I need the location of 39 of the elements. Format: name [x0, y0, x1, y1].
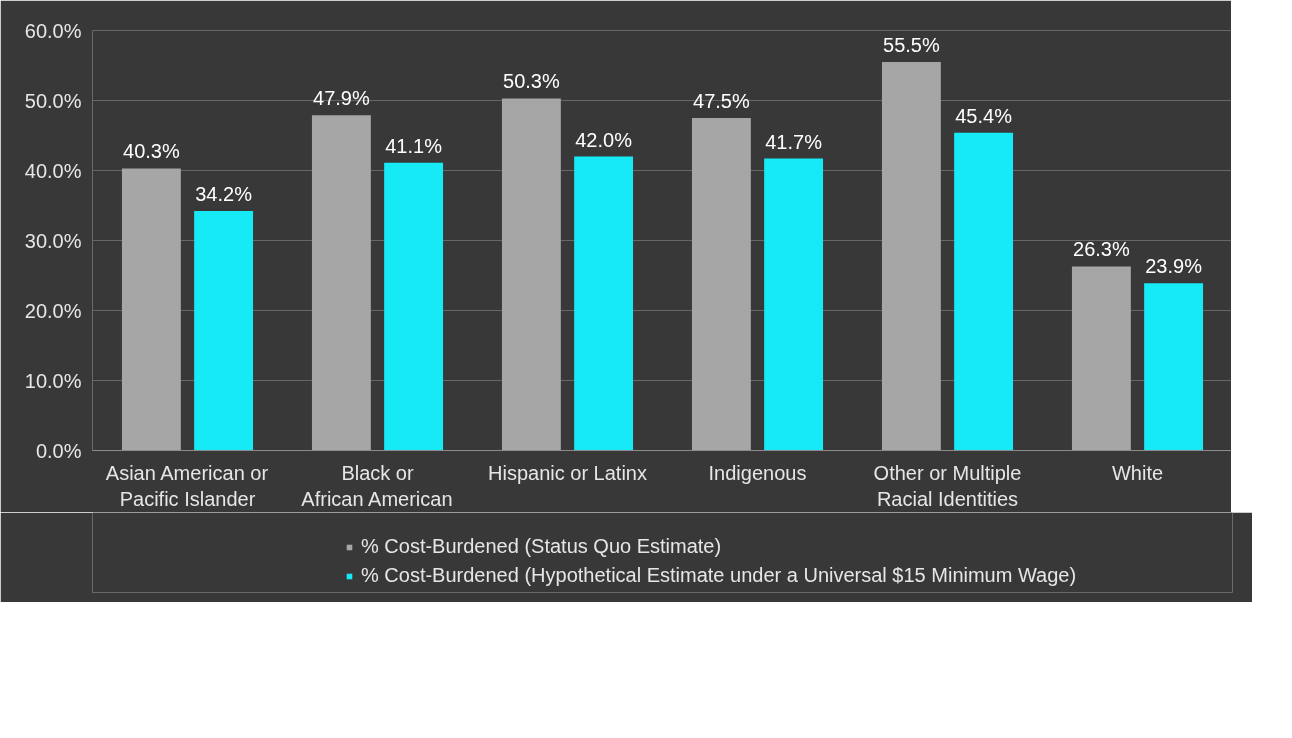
data-label: 40.3%: [123, 140, 180, 163]
y-tick-label: 20.0%: [24, 299, 82, 322]
data-label: 23.9%: [1145, 255, 1203, 278]
bar: [881, 62, 941, 451]
data-label: 55.5%: [883, 34, 940, 56]
x-tick-label: Other or Multiple Racial Identities: [873, 461, 1022, 510]
x-tick-label: Hispanic or Latinx: [488, 461, 647, 484]
y-tick-label: 10.0%: [24, 369, 82, 392]
y-tick-label: 60.0%: [24, 19, 82, 42]
data-label: 47.5%: [693, 90, 750, 112]
bar: [574, 156, 634, 451]
data-label: 26.3%: [1073, 238, 1130, 261]
data-label: 47.9%: [313, 87, 370, 110]
bar: [691, 118, 751, 451]
bar: [311, 115, 371, 451]
y-tick-label: 0.0%: [35, 439, 82, 462]
bar: [1144, 283, 1204, 451]
bar: [501, 98, 561, 451]
legend-label: % Cost-Burdened (Status Quo Estimate): [361, 535, 722, 558]
bar: [384, 162, 444, 451]
y-tick-label: 50.0%: [24, 89, 82, 112]
data-label: 41.1%: [385, 134, 443, 157]
bar: [954, 132, 1014, 451]
x-tick-label: Indigenous: [708, 461, 807, 484]
data-label: 41.7%: [765, 130, 823, 153]
legend-label: % Cost-Burdened (Hypothetical Estimate under a Universal $15 Minimum Wage): [361, 564, 1077, 587]
x-tick-label: Asian American or Pacific Islander: [105, 461, 269, 510]
bar: [764, 158, 824, 451]
bar: [194, 211, 254, 451]
data-label: 42.0%: [575, 128, 633, 151]
y-tick-label: 40.0%: [24, 159, 82, 182]
data-label: 34.2%: [195, 183, 253, 206]
bar: [121, 168, 181, 451]
x-tick-label: Black or African American: [301, 461, 453, 510]
data-label: 50.3%: [503, 70, 560, 93]
bar: [1071, 266, 1131, 451]
x-tick-label: White: [1111, 461, 1164, 484]
data-label: 45.4%: [955, 104, 1013, 127]
y-tick-label: 30.0%: [24, 229, 82, 252]
